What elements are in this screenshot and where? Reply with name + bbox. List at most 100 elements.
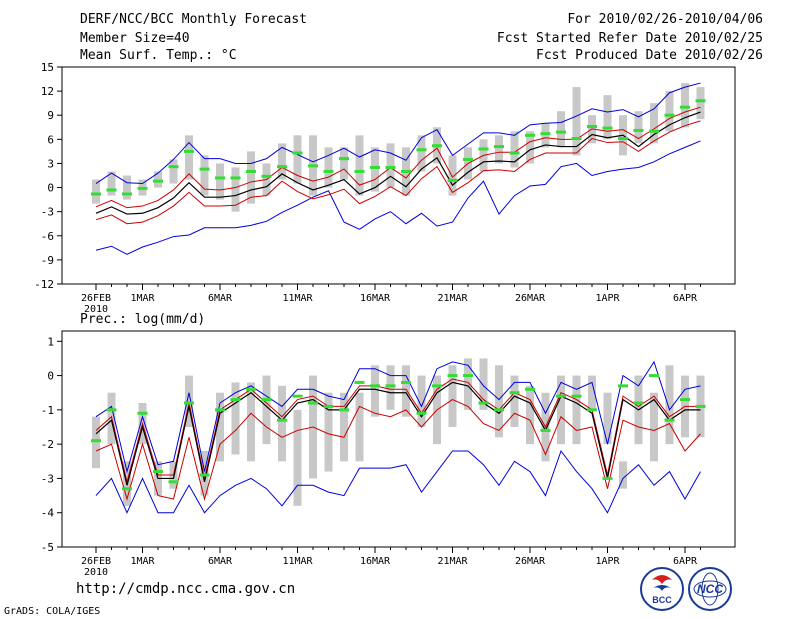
temp-observed-marker [587,124,597,128]
prec-spread-box [216,392,224,462]
prec-observed-marker [695,404,706,408]
temp-observed-marker [292,151,303,155]
bcc-logo-icon: BCC [640,567,684,611]
temp-spread-box [107,171,116,196]
prec-observed-marker [618,384,628,388]
prec-observed-marker [292,394,303,398]
temp-observed-marker [432,144,442,148]
prec-y-tick-label: 1 [47,335,54,348]
temp-observed-marker [695,99,706,103]
prec-observed-marker [137,411,148,415]
temp-observed-marker [323,169,334,173]
temp-line-blue-upper [95,82,701,185]
prec-observed-marker [339,408,349,412]
prec-plot-frame [61,330,736,548]
temp-observed-marker [478,147,489,151]
prec-observed-marker [153,470,163,474]
prec-spread-box [619,461,627,489]
temp-spread-box [510,131,519,168]
temp-observed-marker [556,130,566,134]
temp-line-ensemble-mean [95,111,701,215]
temp-spread-box [526,131,534,164]
temp-observed-marker [509,151,520,155]
temp-y-tick-label: -9 [41,254,54,267]
temp-spread-box [231,167,240,212]
prec-spread-box [247,382,255,462]
temp-observed-marker [649,129,659,133]
prec-x-tick-label: 1MAR [130,556,155,567]
temp-y-tick-label: -3 [41,206,54,219]
temp-spread-box [495,135,503,164]
temp-x-tick-label: 6MAR [208,293,233,304]
source-url[interactable]: http://cmdp.ncc.cma.gov.cn [76,581,296,597]
temp-y-tick-label: -12 [34,278,54,291]
temp-observed-marker [339,157,349,161]
temp-observed-marker [463,157,473,161]
prec-observed-marker [230,398,241,402]
prec-spread-box [200,451,209,496]
temp-line-blue-lower [95,140,701,255]
prec-observed-marker [664,418,675,422]
chart-title: DERF/NCC/BCC Monthly Forecast [80,12,307,27]
prec-spread-box [448,365,457,427]
prec-spread-box [293,409,302,506]
temp-spread-box [650,103,658,144]
prec-observed-marker [680,398,690,402]
prec-observed-marker [540,428,551,432]
temp-spread-box [355,135,364,196]
temp-y-tick-label: 0 [47,182,54,195]
prec-x-tick-label: 11MAR [282,556,313,567]
prec-x-tick-label: 21MAR [437,556,468,567]
prec-spread-box [495,365,503,438]
prec-spread-box [464,358,472,410]
temp-observed-marker [184,149,194,153]
prec-observed-marker [323,404,334,408]
prec-observed-marker [122,487,132,491]
temp-spread-box [185,135,193,180]
temp-observed-marker [618,137,628,141]
prec-spread-box [479,358,488,410]
prec-observed-marker [556,394,566,398]
grads-credit: GrADS: COLA/IGES [4,606,101,617]
temp-line-red-lower [95,120,701,225]
temp-plot-frame [61,66,736,285]
prec-observed-marker [509,391,520,395]
prec-y-tick-label: -2 [41,438,54,451]
prec-spread-box [402,365,410,417]
prec-spread-box [262,375,271,445]
temp-observed-marker [199,167,210,171]
temp-observed-marker [416,148,427,152]
prec-spread-box [355,392,364,462]
temp-observed-marker [370,165,380,169]
temp-x-tick-label: 11MAR [282,293,313,304]
prec-y-tick-label: -5 [41,541,54,554]
prec-x-tick-label: 26MAR [515,556,546,567]
prec-observed-marker [184,401,194,405]
temp-spread-box [557,111,565,148]
temp-spread-box [572,87,581,156]
temp-spread-box [154,171,162,188]
prec-y-tick-label: -1 [41,404,54,417]
prec-spread-box [324,392,333,472]
prec-observed-marker [308,401,318,405]
prec-observed-marker [106,408,117,412]
prec-observed-marker [261,398,272,402]
temp-x-tick-label: 1APR [595,293,620,304]
temp-observed-marker [168,165,179,169]
prec-spread-box [603,392,612,445]
prec-observed-marker [168,480,179,484]
temp-observed-marker [277,165,287,169]
temp-spread-box [293,135,302,184]
temp-x-tick-label: 16MAR [360,293,391,304]
temp-observed-marker [230,176,241,180]
forecast-period: For 2010/02/26-2010/04/06 [567,12,763,27]
temp-x-tick-label: 1MAR [130,293,155,304]
prec-line-red-upper [95,378,701,482]
temp-x-tick-label: 6APR [673,293,698,304]
prec-observed-marker [463,374,473,378]
prec-x-tick-label: 6APR [673,556,698,567]
prec-x-tick-label: 1APR [595,556,620,567]
prec-spread-box [650,392,658,462]
prec-y-tick-label: 0 [47,370,54,383]
bcc-logo-text: BCC [652,595,672,605]
